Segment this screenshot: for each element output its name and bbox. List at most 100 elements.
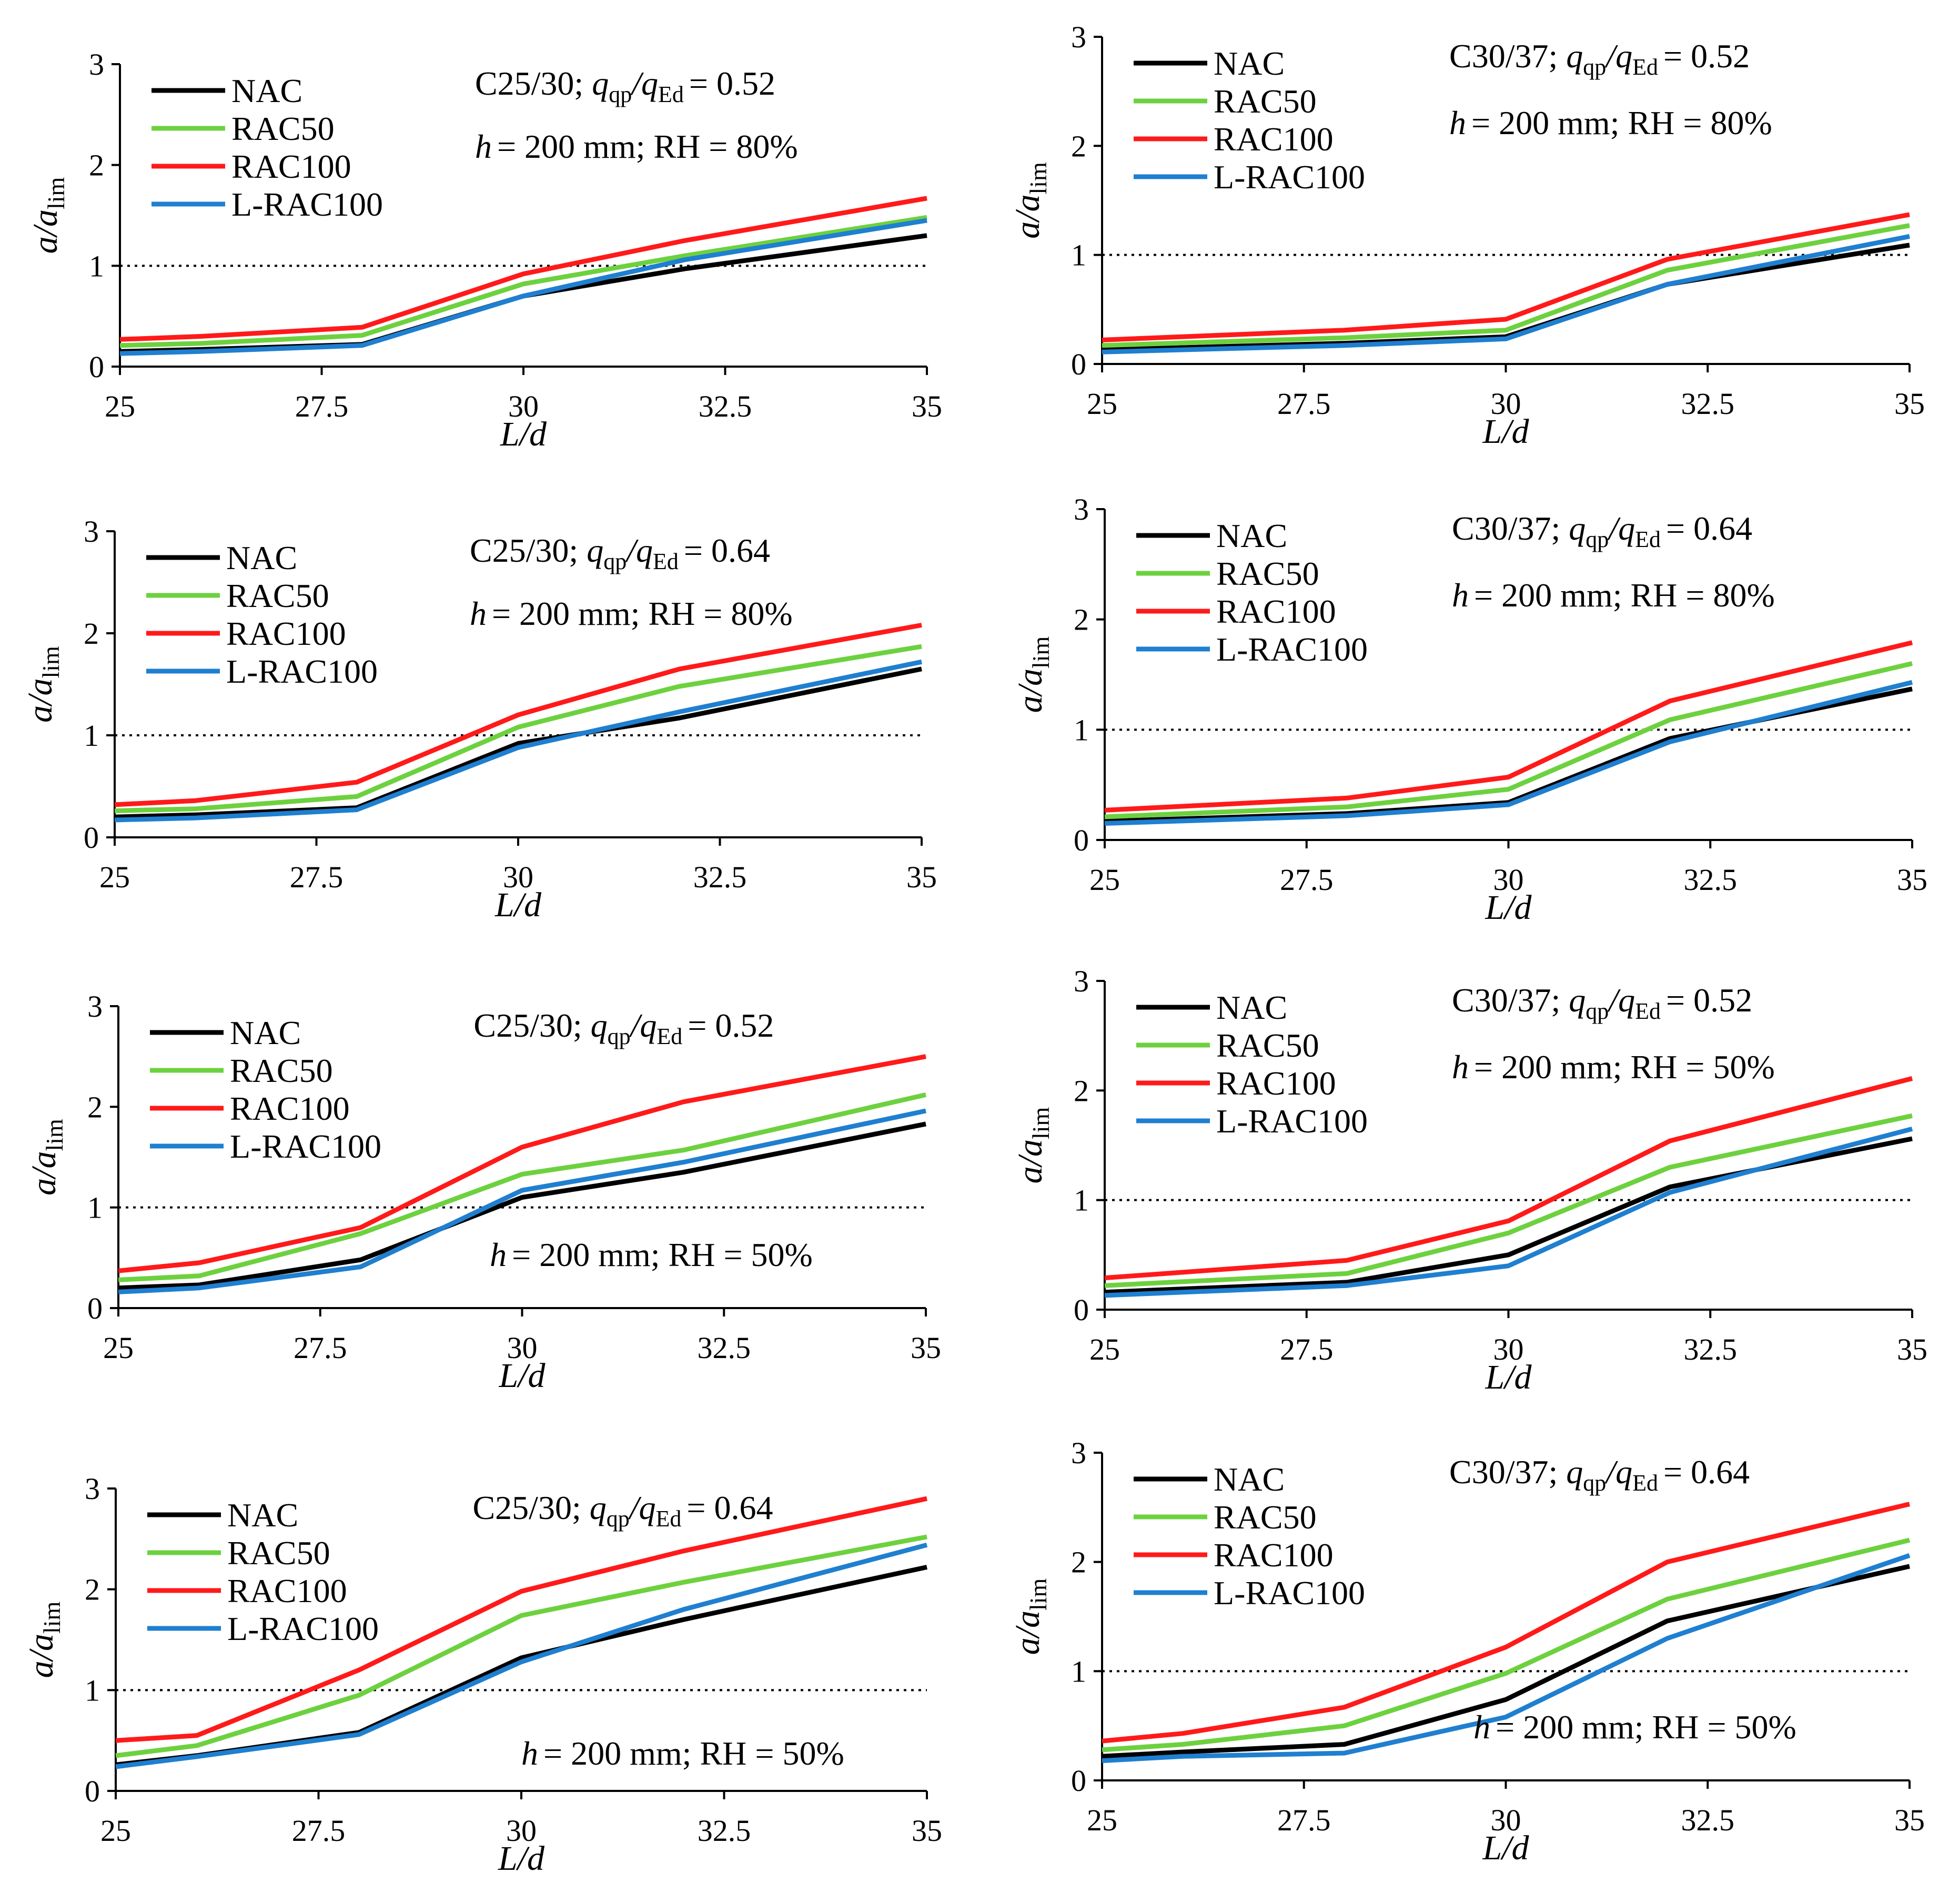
series-line-rac50 xyxy=(1104,1113,1913,1288)
legend-label: L-RAC100 xyxy=(1214,1574,1365,1612)
conditions-value: = 200 mm; RH = 50% xyxy=(543,1735,844,1772)
x-axis-title: L/d xyxy=(1485,1358,1532,1396)
series-rac50 xyxy=(1102,223,1910,348)
concrete-grade: C25/30; xyxy=(472,1489,581,1526)
q-subscript-qp: qp xyxy=(1583,54,1606,80)
series-l-rac100 xyxy=(1104,1126,1913,1298)
conditions-value: = 200 mm; RH = 80% xyxy=(1471,104,1772,141)
x-tick-label: 30 xyxy=(503,860,533,894)
series-line-rac50 xyxy=(1102,223,1910,348)
q-subscript-ed: Ed xyxy=(1635,526,1661,552)
h-symbol: h xyxy=(1449,104,1466,141)
q-symbol: q xyxy=(1558,37,1583,75)
x-axis-title: L/d xyxy=(500,415,547,453)
legend-label: RAC100 xyxy=(1216,1065,1336,1102)
panel-title: C25/30; qqp/qEd = 0.64 xyxy=(470,532,770,574)
y-tick-label: 3 xyxy=(89,47,104,82)
series-l-rac100 xyxy=(1102,234,1910,355)
q-subscript-qp: qp xyxy=(609,82,632,107)
legend-label: RAC100 xyxy=(1214,1536,1334,1574)
q-symbol-denominator: /q xyxy=(1604,37,1632,75)
series-line-nac xyxy=(1102,1564,1910,1759)
chart-panel-row2-right: 0 1 2 3 25 27.5 30 32.5 35 L/d a/alim NACRAC50RAC10… xyxy=(1011,492,1927,927)
series-line-rac100 xyxy=(119,196,927,342)
panel-conditions: h = 200 mm; RH = 80% xyxy=(1452,576,1775,614)
legend-label: NAC xyxy=(1214,45,1285,82)
series-line-rac50 xyxy=(118,1092,927,1282)
q-subscript-qp: qp xyxy=(607,1506,630,1532)
load-ratio-value: = 0.64 xyxy=(1666,510,1752,547)
legend-label: RAC100 xyxy=(1214,120,1334,158)
h-symbol: h xyxy=(475,128,492,165)
series-line-l-rac100 xyxy=(118,1108,926,1294)
series-line-nac xyxy=(1104,686,1913,824)
series-line-rac50 xyxy=(1102,1537,1911,1753)
x-tick-label: 32.5 xyxy=(699,389,752,423)
x-tick-label: 27.5 xyxy=(292,1814,346,1848)
series-l-rac100 xyxy=(1102,1553,1911,1764)
series-rac100 xyxy=(115,1496,927,1743)
chart-panel-row1-left: 0 1 2 3 25 27.5 30 32.5 35 L/d a/alim NACRAC50RAC10… xyxy=(26,47,942,453)
x-axis-title: L/d xyxy=(494,886,542,924)
panel-title: C30/37; qqp/qEd = 0.64 xyxy=(1452,510,1752,552)
load-ratio-value: = 0.64 xyxy=(684,532,770,569)
q-symbol-denominator: /q xyxy=(628,1489,656,1526)
series-line-rac100 xyxy=(1104,1076,1913,1281)
x-tick-label: 30 xyxy=(1491,1803,1521,1837)
conditions-value: = 200 mm; RH = 80% xyxy=(1474,576,1775,614)
q-symbol: q xyxy=(581,1489,607,1526)
series-rac100 xyxy=(1104,640,1913,813)
series-line-l-rac100 xyxy=(119,218,927,356)
x-tick-label: 25 xyxy=(1089,1332,1120,1366)
conditions-value: = 200 mm; RH = 50% xyxy=(1474,1048,1775,1086)
conditions-value: = 200 mm; RH = 80% xyxy=(492,595,793,632)
legend-label: L-RAC100 xyxy=(1214,158,1365,196)
legend-label: RAC50 xyxy=(1216,1027,1319,1064)
y-axis-title-main: a/a xyxy=(1008,1611,1047,1655)
concrete-grade: C30/37; xyxy=(1452,510,1560,547)
panel-conditions: h = 200 mm; RH = 50% xyxy=(1452,1048,1775,1086)
series-rac50 xyxy=(1102,1537,1911,1753)
q-symbol-denominator: /q xyxy=(1604,1453,1632,1491)
x-tick-label: 35 xyxy=(1897,863,1927,897)
y-tick-label: 1 xyxy=(1071,238,1086,272)
y-tick-label: 0 xyxy=(89,350,104,384)
y-axis-title-subscript: lim xyxy=(38,1601,65,1634)
y-tick-label: 0 xyxy=(1074,1293,1089,1327)
h-symbol: h xyxy=(1452,576,1469,614)
q-subscript-qp: qp xyxy=(1586,526,1609,552)
series-rac50 xyxy=(118,1092,927,1282)
legend-label: NAC xyxy=(1214,1461,1285,1498)
load-ratio-value: = 0.64 xyxy=(686,1489,773,1526)
x-tick-label: 27.5 xyxy=(290,860,344,894)
x-tick-label: 35 xyxy=(1894,387,1925,421)
legend-label: RAC100 xyxy=(226,615,346,652)
load-ratio-value: = 0.64 xyxy=(1663,1453,1750,1491)
panel-title: C30/37; qqp/qEd = 0.52 xyxy=(1452,981,1752,1024)
y-tick-label: 3 xyxy=(1074,492,1089,526)
panel-conditions: h = 200 mm; RH = 80% xyxy=(470,595,793,632)
x-tick-label: 30 xyxy=(1493,863,1524,897)
concrete-grade: C30/37; xyxy=(1449,1453,1558,1491)
y-tick-label: 1 xyxy=(85,1673,100,1707)
q-subscript-ed: Ed xyxy=(658,82,684,107)
x-tick-label: 32.5 xyxy=(1681,1803,1735,1837)
h-symbol: h xyxy=(1473,1708,1490,1746)
x-tick-label: 32.5 xyxy=(693,860,747,894)
q-symbol: q xyxy=(582,1007,608,1044)
legend-label: RAC50 xyxy=(227,1534,330,1572)
x-axis-title: L/d xyxy=(498,1356,546,1395)
legend-label: RAC100 xyxy=(231,148,351,185)
y-tick-label: 3 xyxy=(85,1472,100,1506)
series-rac100 xyxy=(119,196,927,342)
y-tick-label: 0 xyxy=(1071,347,1086,381)
x-tick-label: 25 xyxy=(105,389,135,423)
y-axis-title: a/alim xyxy=(21,646,64,723)
y-axis-title: a/alim xyxy=(1011,1107,1054,1183)
panel-conditions: h = 200 mm; RH = 50% xyxy=(1473,1708,1796,1746)
series-line-rac100 xyxy=(114,623,922,807)
